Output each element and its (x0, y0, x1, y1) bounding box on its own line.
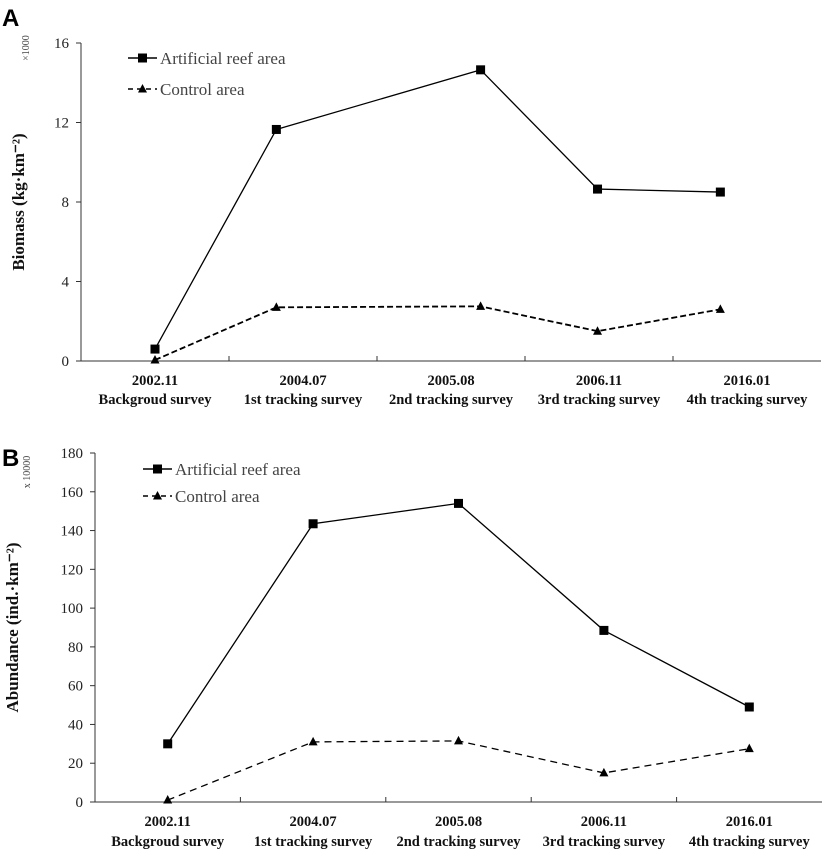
legend-marker-triangle (153, 491, 162, 500)
data-point-triangle (308, 736, 318, 746)
legend-label: Artificial reef area (160, 49, 286, 68)
x-tick-sublabel: 3rd tracking survey (538, 392, 661, 408)
y-tick-label: 140 (61, 524, 84, 540)
data-point-triangle (599, 767, 609, 777)
y-tick-label: 100 (61, 601, 84, 617)
y-tick-label: 80 (68, 640, 83, 656)
data-point-triangle (454, 735, 463, 745)
y-axis-label: Biomass (kg·km⁻²) (9, 133, 28, 270)
x-tick-label: 2002.11 (132, 373, 178, 389)
legend-label: Artificial reef area (175, 460, 301, 479)
x-tick-sublabel: 3rd tracking survey (543, 834, 666, 850)
x-tick-label: 2006.11 (576, 373, 622, 389)
x-tick-label: 2006.11 (581, 814, 627, 830)
legend-marker-square (138, 53, 147, 63)
y-tick-label: 0 (62, 354, 70, 370)
x-tick-label: 2016.01 (726, 814, 773, 830)
data-point-square (454, 498, 463, 508)
data-point-square (271, 124, 281, 134)
x-tick-sublabel: 4th tracking survey (689, 834, 811, 850)
y-multiplier: x 10000 (22, 456, 33, 489)
y-tick-label: 8 (62, 195, 70, 211)
x-tick-sublabel: 2nd tracking survey (396, 834, 521, 850)
data-point-square (744, 702, 754, 712)
data-point-square (308, 519, 318, 529)
series-line-reef (167, 502, 750, 745)
x-tick-sublabel: Backgroud survey (99, 392, 213, 408)
y-tick-label: 120 (61, 562, 84, 578)
data-point-square (476, 65, 486, 75)
data-point-triangle (150, 355, 160, 364)
x-tick-label: 2002.11 (145, 814, 191, 830)
data-point-triangle (744, 743, 754, 753)
y-tick-label: 0 (76, 795, 84, 811)
x-tick-label: 2004.07 (279, 373, 326, 389)
x-tick-label: 2005.08 (427, 373, 474, 389)
chart-panel-a: A 0 4 8 12 16 2002.11 Backgroud survey 2004.07 1s… (2, 5, 821, 408)
y-multiplier: ×1000 (21, 35, 32, 61)
x-tick-label: 2004.07 (290, 814, 337, 830)
x-tick-sublabel: 1st tracking survey (244, 392, 363, 408)
y-tick-label: 180 (61, 446, 84, 462)
y-tick-label: 16 (54, 36, 70, 52)
y-tick-label: 160 (61, 485, 84, 501)
x-tick-sublabel: 4th tracking survey (687, 392, 809, 408)
data-point-triangle (271, 302, 281, 311)
legend-marker-triangle (138, 84, 147, 93)
legend-label: Control area (160, 80, 245, 99)
x-tick-sublabel: 1st tracking survey (254, 834, 373, 850)
y-tick-label: 4 (62, 275, 70, 291)
data-point-triangle (593, 326, 603, 335)
data-point-triangle (476, 301, 486, 310)
data-point-square (599, 625, 609, 635)
x-tick-label: 2005.08 (435, 814, 482, 830)
y-tick-label: 60 (68, 679, 83, 695)
data-point-triangle (163, 795, 173, 804)
data-point-triangle (715, 304, 725, 313)
data-point-square (715, 187, 725, 197)
chart-panel-b: B 0 20 40 60 80 100 120 140 160 180 2002.11 Backgrou… (2, 445, 822, 850)
legend-marker-square (153, 464, 162, 474)
y-tick-label: 12 (54, 116, 69, 132)
data-point-square (150, 344, 160, 354)
y-tick-label: 20 (68, 756, 83, 772)
legend-label: Control area (175, 487, 260, 506)
y-axis-label: Abundance (ind.·km⁻²) (3, 543, 22, 713)
panel-label: B (2, 445, 19, 472)
data-point-square (163, 739, 173, 749)
panel-label: A (2, 5, 19, 32)
series-line-control (167, 740, 750, 801)
y-tick-label: 40 (68, 717, 83, 733)
series-line-control (154, 305, 721, 361)
x-tick-sublabel: 2nd tracking survey (389, 392, 514, 408)
x-tick-sublabel: Backgroud survey (111, 834, 225, 850)
data-point-square (593, 184, 603, 194)
x-tick-label: 2016.01 (723, 373, 770, 389)
